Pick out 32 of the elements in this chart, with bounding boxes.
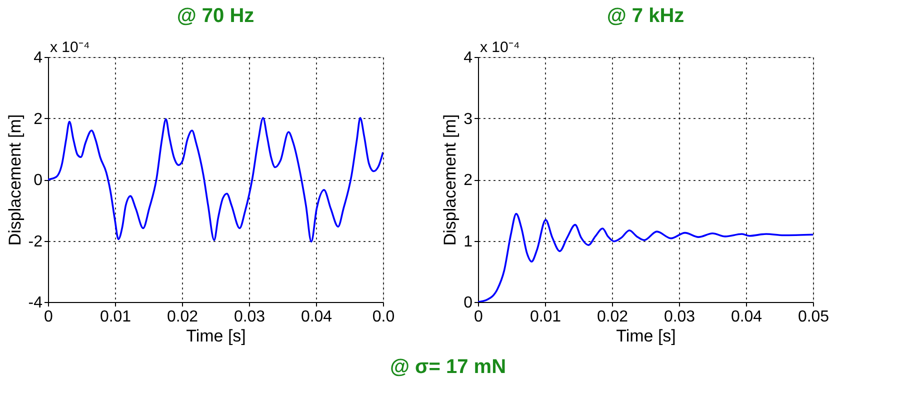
x-tick-label: 0 — [44, 308, 54, 326]
y-tick-label: 0 — [34, 172, 43, 189]
line-series — [48, 117, 383, 243]
x-tick-label: 0.04 — [730, 308, 762, 326]
x-axis-title: Time [s] — [186, 326, 246, 346]
x-tick-label: 0.03 — [234, 308, 266, 326]
y-tick-label: 2 — [464, 172, 473, 189]
x-tick-label: 0.02 — [166, 308, 198, 326]
x-tick-label: 0.05 — [798, 308, 830, 326]
x-tick-label: 0.01 — [530, 308, 562, 326]
y-tick-label: 0 — [464, 294, 473, 312]
y-tick-label: 4 — [464, 50, 473, 66]
chart-title: @ 70 Hz — [176, 5, 254, 27]
x-tick-label: 0.03 — [664, 308, 696, 326]
y-axis-title: Displacement [m] — [440, 114, 460, 246]
x-tick-label: 0.0 — [372, 308, 395, 326]
text: x 10⁻⁴ — [480, 39, 520, 56]
x-axis-title: Time [s] — [616, 326, 676, 346]
y-axis-title: Displacement [m] — [5, 114, 24, 246]
y-tick-label: -4 — [28, 294, 43, 312]
x-tick-label: 0 — [474, 308, 484, 326]
y-tick-label: -2 — [28, 233, 43, 250]
text: @ σ= 17 mN — [390, 356, 506, 378]
y-tick-label: 1 — [464, 233, 473, 250]
y-tick-label: 4 — [34, 50, 43, 66]
y-tick-label: 2 — [34, 110, 43, 128]
y-tick-label: 3 — [464, 110, 473, 128]
text: x 10⁻⁴ — [50, 39, 90, 56]
chart-title: @ 7 kHz — [606, 5, 684, 27]
x-tick-label: 0.02 — [596, 308, 628, 326]
x-tick-label: 0.01 — [100, 308, 132, 326]
x-tick-label: 0.04 — [300, 308, 332, 326]
